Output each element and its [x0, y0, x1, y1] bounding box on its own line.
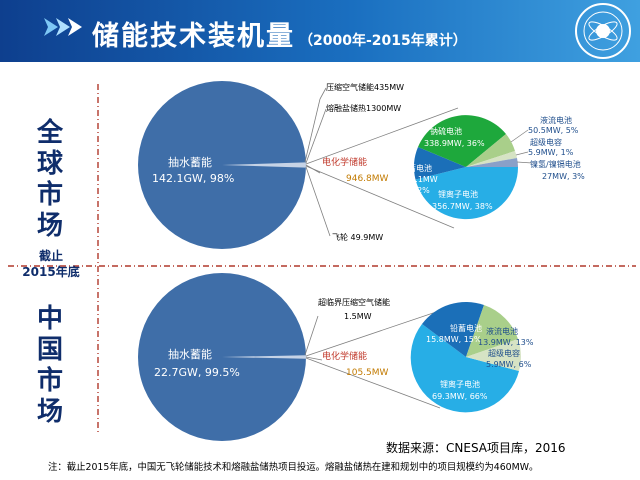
china-lithium-value: 69.3MW, 66% — [432, 392, 488, 401]
china-other-slice — [222, 355, 306, 359]
title-subtitle: （2000年-2015年累计） — [299, 33, 467, 49]
china-lead-slice — [422, 301, 484, 357]
china-pumped-name: 抽水蓄能 — [168, 348, 212, 361]
academy-logo-icon — [575, 3, 631, 59]
cutoff-line-1: 截止 — [38, 249, 63, 263]
global-pumped-value: 142.1GW, 98% — [152, 172, 235, 185]
global-nickel-slice — [466, 158, 518, 167]
cutoff-label: 截止 2015年底 — [16, 248, 86, 280]
global-battery-pie — [413, 115, 519, 220]
china-lead-name: 铅蓄电池 — [450, 324, 482, 333]
global-lead-pct: 12% — [412, 186, 430, 195]
global-nickel-value: 27MW, 3% — [542, 172, 585, 181]
china-electrochem-value: 105.5MW — [346, 368, 389, 378]
global-sodium-slice — [418, 115, 506, 167]
footnote: 注：截止2015年底，中国无飞轮储能技术和熔融盐储热项目投运。熔融盐储热在建和规… — [48, 462, 539, 473]
global-flow-name: 液流电池 — [540, 116, 572, 125]
china-supercap-value: 5.9MW, 6% — [486, 360, 532, 369]
china-battery-pie — [410, 301, 521, 413]
global-pumped-name: 抽水蓄能 — [168, 156, 212, 169]
header-bar: 储能技术装机量 （2000年-2015年累计） — [0, 0, 640, 62]
cutoff-line-2: 2015年底 — [22, 265, 80, 279]
china-supercap-slice — [466, 339, 521, 371]
global-lead-name: 铅蓄电池 — [400, 164, 432, 173]
global-sodium-value: 338.9MW, 36% — [424, 139, 485, 148]
data-source: 数据来源：CNESA项目库，2016 — [386, 441, 566, 455]
section-global-label: 全球市场 — [36, 118, 63, 241]
global-lead-value: 111.1MW — [400, 175, 438, 184]
china-flow-value: 13.9MW, 13% — [478, 338, 534, 347]
china-supercritical-value: 1.5MW — [344, 312, 372, 321]
china-lithium-slice — [410, 324, 519, 413]
global-supercap-value: 5.9MW, 1% — [528, 148, 574, 157]
global-flywheel-label: 飞轮 49.9MW — [332, 233, 384, 242]
global-lithium-slice — [415, 167, 519, 220]
global-supercap-slice — [466, 151, 517, 167]
global-other-slice — [222, 162, 306, 168]
china-supercritical-name: 超临界压缩空气储能 — [318, 298, 390, 307]
china-lithium-name: 锂离子电池 — [440, 380, 480, 389]
title-main: 储能技术装机量 — [92, 21, 295, 52]
global-lithium-name: 锂离子电池 — [438, 190, 478, 199]
global-lithium-value: 356.7MW, 38% — [432, 202, 493, 211]
china-flow-name: 液流电池 — [486, 327, 518, 336]
china-pumped-value: 22.7GW, 99.5% — [154, 366, 240, 379]
global-connectors — [304, 87, 459, 237]
global-electrochem-value: 946.8MW — [346, 174, 389, 184]
global-electrochem-name: 电化学储能 — [322, 158, 368, 168]
section-china-label: 中国市场 — [36, 304, 63, 427]
global-lead-slice — [413, 147, 466, 180]
china-flow-slice — [466, 305, 518, 357]
global-flow-slice — [466, 134, 515, 167]
global-battery-connectors — [510, 129, 533, 164]
china-connectors — [304, 309, 443, 409]
page-title: 储能技术装机量 （2000年-2015年累计） — [92, 14, 467, 53]
china-supercap-name: 超级电容 — [488, 349, 520, 358]
china-lead-value: 15.8MW, 15% — [426, 335, 482, 344]
global-supercap-name: 超级电容 — [530, 138, 562, 147]
global-nickel-name: 镍氢/镍镉电池 — [530, 160, 581, 169]
global-compressed-air-label: 压缩空气储能435MW — [326, 83, 405, 92]
arrows-decoration-icon — [44, 18, 82, 36]
global-sodium-name: 钠硫电池 — [430, 127, 462, 136]
china-electrochem-name: 电化学储能 — [322, 352, 368, 362]
global-flow-value: 50.5MW, 5% — [528, 126, 579, 135]
global-molten-salt-label: 熔融盐储热1300MW — [326, 104, 402, 113]
